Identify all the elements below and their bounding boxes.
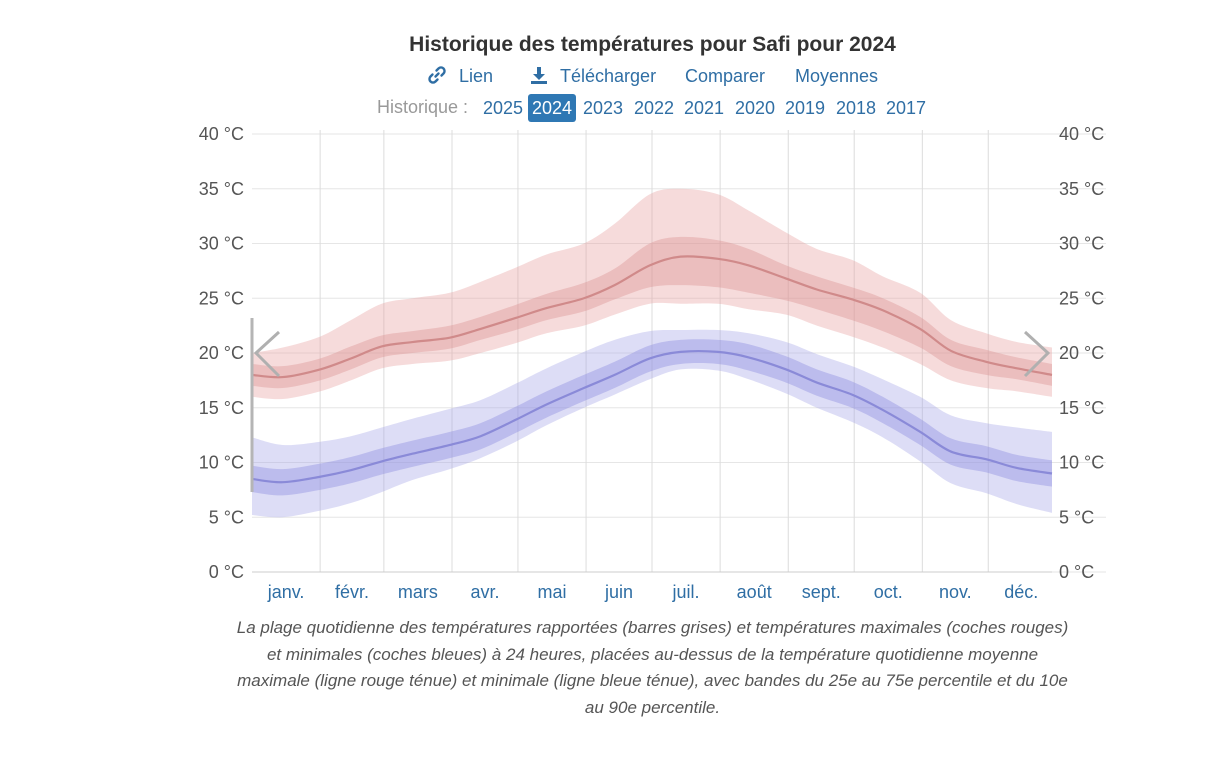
year-2021[interactable]: 2021 (684, 98, 725, 118)
y-tick-left: 0 °C (209, 562, 244, 582)
y-tick-right: 25 °C (1059, 288, 1104, 308)
year-2024-active[interactable]: 2024 (528, 94, 577, 122)
year-2019[interactable]: 2019 (785, 98, 826, 118)
download-label: Télécharger (560, 66, 657, 86)
month-label: août (737, 582, 772, 602)
y-tick-left: 15 °C (199, 398, 244, 418)
y-tick-right: 15 °C (1059, 398, 1104, 418)
y-tick-right: 35 °C (1059, 179, 1104, 199)
y-tick-left: 5 °C (209, 507, 244, 527)
y-tick-left: 20 °C (199, 343, 244, 363)
y-tick-left: 25 °C (199, 288, 244, 308)
month-label: sept. (802, 582, 841, 602)
link-label: Lien (459, 66, 494, 86)
y-tick-left: 30 °C (199, 234, 244, 254)
y-tick-left: 40 °C (199, 124, 244, 144)
chart-title: Historique des températures pour Safi po… (409, 33, 896, 56)
month-label: nov. (939, 582, 972, 602)
max-band-10-90 (252, 188, 1052, 400)
averages-button[interactable]: Moyennes (795, 66, 879, 86)
chart-ticks: 0 °C 0 °C 5 °C 5 °C 10 °C 10 °C 15 °C 15 °C 20 °… (199, 124, 1104, 602)
y-tick-right: 20 °C (1059, 343, 1104, 363)
year-2017[interactable]: 2017 (886, 98, 927, 118)
month-label: oct. (874, 582, 903, 602)
link-button[interactable]: Lien (428, 66, 493, 87)
temperature-chart: 0 °C 0 °C 5 °C 5 °C 10 °C 10 °C 15 °C 15 °C 20 °… (199, 124, 1106, 602)
month-label: févr. (335, 582, 369, 602)
min-band-25-75 (252, 339, 1052, 496)
y-tick-right: 10 °C (1059, 453, 1104, 473)
chart-grid (252, 130, 1106, 573)
history-label: Historique : (377, 97, 469, 117)
year-2020[interactable]: 2020 (735, 98, 776, 118)
month-label: janv. (267, 582, 305, 602)
month-label: mai (537, 582, 566, 602)
y-tick-right: 40 °C (1059, 124, 1104, 144)
y-tick-right: 0 °C (1059, 562, 1094, 582)
year-2018[interactable]: 2018 (836, 98, 877, 118)
month-label: déc. (1004, 582, 1038, 602)
min-mean-line (251, 350, 1053, 484)
year-2022[interactable]: 2022 (634, 98, 675, 118)
month-label: avr. (470, 582, 499, 602)
month-label: juin (604, 582, 633, 602)
link-icon (428, 66, 446, 86)
max-band-25-75 (252, 236, 1052, 389)
y-tick-right: 30 °C (1059, 234, 1104, 254)
min-band-10-90 (252, 329, 1052, 518)
month-label: juil. (672, 582, 700, 602)
chart-lines (251, 255, 1053, 484)
y-tick-left: 10 °C (199, 453, 244, 473)
chart-bands (252, 188, 1052, 518)
chart-caption: La plage quotidienne des températures ra… (236, 618, 1069, 717)
year-2025[interactable]: 2025 (483, 98, 524, 118)
chevron-left-icon[interactable] (253, 330, 281, 378)
max-mean-line (251, 255, 1053, 379)
month-label: mars (398, 582, 438, 602)
y-tick-right: 5 °C (1059, 507, 1094, 527)
compare-button[interactable]: Comparer (685, 66, 766, 86)
chevron-right-icon[interactable] (1023, 330, 1051, 378)
download-button[interactable]: Télécharger (530, 66, 656, 87)
download-icon (530, 66, 548, 86)
y-tick-left: 35 °C (199, 179, 244, 199)
year-2023[interactable]: 2023 (583, 98, 624, 118)
